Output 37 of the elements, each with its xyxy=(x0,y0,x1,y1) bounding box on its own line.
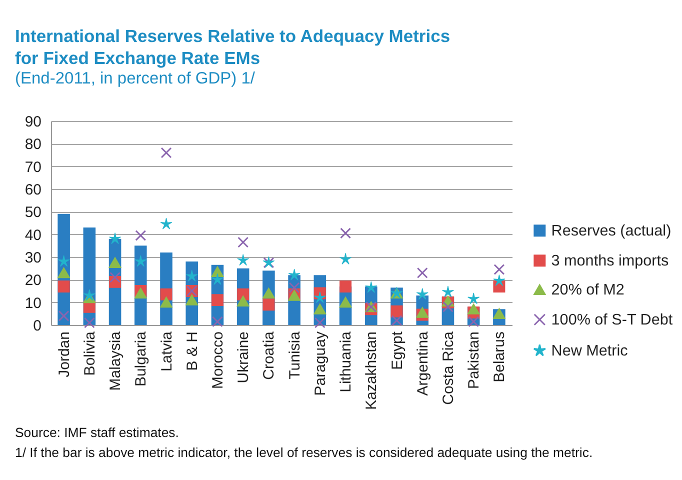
x-tick-label: Tunisia xyxy=(286,330,304,380)
y-tick-label: 60 xyxy=(24,182,42,198)
text: 1/ If the bar is above metric indicator, the level of reserves is considered adequate using the metric. xyxy=(15,445,593,460)
x-tick-label: Pakistan xyxy=(466,332,483,390)
y-tick-label: 50 xyxy=(24,204,42,222)
y-tick-label: 20 xyxy=(24,272,42,290)
legend-label: New Metric xyxy=(551,342,628,360)
y-tick-label: 90 xyxy=(24,114,42,130)
x-tick-label: Croatia xyxy=(260,330,278,380)
x-tick-label: Bulgaria xyxy=(132,330,150,387)
x-tick-label: Malaysia xyxy=(107,330,124,391)
x-tick-label: Kazakhstan xyxy=(363,332,380,410)
x-tick-label: B & H xyxy=(184,332,201,371)
y-tick-label: 40 xyxy=(24,226,42,244)
chart-title: International Reserves Relative to Adequacy Metrics for Fixed Exchange Rate EMs xyxy=(15,26,450,68)
y-tick-label: 30 xyxy=(24,250,42,266)
x-tick-label: Egypt xyxy=(388,330,406,370)
x-tick-label: Paraguay xyxy=(312,331,329,396)
x-tick-label: Latvia xyxy=(158,330,176,372)
x-tick-label: Jordan xyxy=(56,332,73,378)
x-tick-label: Argentina xyxy=(414,330,432,396)
y-tick-label: 70 xyxy=(24,158,42,176)
legend-label: 3 months imports xyxy=(551,252,669,270)
legend-label: Reserves (actual) xyxy=(551,222,672,240)
legend-label: 100% of S-T Debt xyxy=(551,312,674,329)
x-tick-label: Ukraine xyxy=(235,332,252,384)
x-tick-label: Costa Rica xyxy=(440,330,457,405)
legend-label: 20% of M2 xyxy=(551,282,624,299)
x-tick-label: Lithuania xyxy=(338,330,355,392)
y-tick-label: 80 xyxy=(24,136,42,154)
y-tick-label: 10 xyxy=(24,294,42,312)
x-tick-label: Belarus xyxy=(491,332,508,382)
chart-subtitle: (End-2011, in percent of GDP) 1/ xyxy=(15,70,256,88)
y-tick-label: 0 xyxy=(33,318,42,334)
x-tick-label: Bolivia xyxy=(81,330,98,376)
source-note: Source: IMF staff estimates. xyxy=(15,425,179,440)
x-tick-label: Morocco xyxy=(209,332,226,390)
